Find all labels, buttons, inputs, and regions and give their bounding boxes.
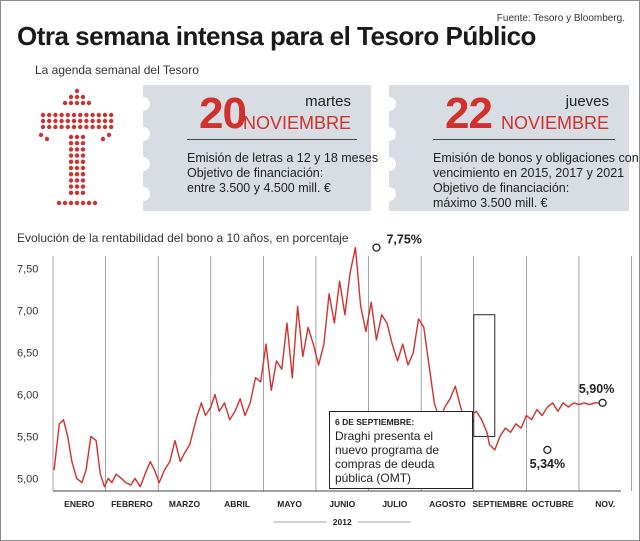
divider <box>433 139 615 140</box>
x-tick-label: ENERO <box>64 499 95 509</box>
x-axis-label: 2012 <box>333 517 352 527</box>
x-tick-label: NOV. <box>595 499 615 509</box>
data-point-marker <box>598 398 607 408</box>
x-tick-label: FEBRERO <box>111 499 153 509</box>
y-tick-label: 7,50 <box>17 264 38 276</box>
agenda-line: máximo 3.500 mill. € <box>433 196 548 210</box>
y-tick-label: 7,00 <box>17 306 38 318</box>
x-tick-label: MARZO <box>169 499 201 509</box>
callout-omt: 6 DE SEPTIEMBRE: Draghi presenta el nuev… <box>329 411 473 489</box>
agenda-line: Emisión de letras a 12 y 18 meses <box>187 151 379 165</box>
data-label: 5,90% <box>579 382 614 396</box>
data-label: 7,75% <box>386 233 421 247</box>
x-tick-label: ABRIL <box>224 499 250 509</box>
agenda-month: NOVIEMBRE <box>242 113 351 133</box>
agenda-day: 20 <box>199 89 247 138</box>
page-title: Otra semana intensa para el Tesoro Públi… <box>17 21 536 51</box>
data-label: 5,34% <box>530 457 565 471</box>
agenda-day: 22 <box>445 89 493 138</box>
agenda-line: Objetivo de financiación: <box>433 181 570 195</box>
y-tick-label: 6,00 <box>17 389 38 401</box>
data-point-marker <box>372 243 381 252</box>
source-note: Fuente: Tesoro y Bloomberg. <box>496 13 625 24</box>
agenda-line: vencimiento en 2015, 2017 y 2021 <box>433 166 625 180</box>
y-tick-label: 5,00 <box>17 473 38 485</box>
agenda-card-2: 22 jueves NOVIEMBRE Emisión de bonos y o… <box>382 85 639 211</box>
tesoro-logo-icon <box>38 88 114 206</box>
agenda-line: Objetivo de financiación: <box>187 166 324 180</box>
x-tick-label: AGOSTO <box>429 499 466 509</box>
agenda-subtitle: La agenda semanal del Tesoro <box>35 63 199 77</box>
september-highlight-box <box>473 314 496 437</box>
y-tick-label: 5,50 <box>17 431 38 443</box>
y-tick-label: 6,50 <box>17 348 38 360</box>
x-tick-label: JULIO <box>382 499 407 509</box>
agenda-month: NOVIEMBRE <box>500 113 609 133</box>
agenda-info: Emisión de letras a 12 y 18 meses Objeti… <box>187 151 378 196</box>
callout-title: 6 DE SEPTIEMBRE: <box>335 417 415 427</box>
chart-caption: Evolución de la rentabilidad del bono a … <box>17 231 349 245</box>
agenda-info: Emisión de bonos y obligaciones con venc… <box>433 151 639 211</box>
agenda-weekday: jueves <box>565 93 609 110</box>
x-tick-label: JUNIO <box>329 499 355 509</box>
yield-series-line <box>53 246 606 488</box>
x-tick-label: SEPTIEMBRE <box>472 499 528 509</box>
x-tick-label: OCTUBRE <box>532 499 574 509</box>
agenda-line: entre 3.500 y 4.500 mill. € <box>187 181 331 195</box>
agenda-weekday: martes <box>305 93 351 110</box>
data-point-marker <box>543 445 552 455</box>
agenda-card-1: 20 martes NOVIEMBRE Emisión de letras a … <box>136 85 378 211</box>
callout-text: Draghi presenta el nuevo programa de com… <box>335 429 440 485</box>
agenda-line: Emisión de bonos y obligaciones con <box>433 151 639 165</box>
divider <box>187 139 357 140</box>
x-tick-label: MAYO <box>277 499 302 509</box>
